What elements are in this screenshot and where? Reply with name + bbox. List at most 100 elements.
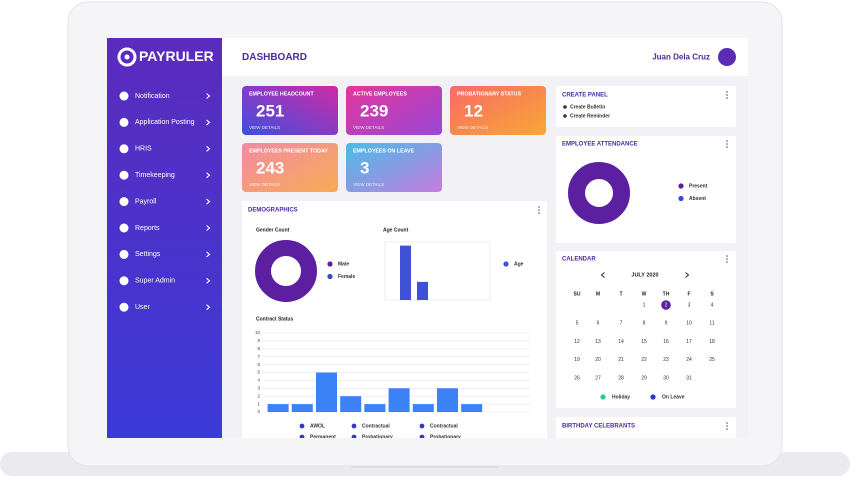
- card-link[interactable]: VIEW DETAILS: [353, 125, 384, 130]
- calendar-day[interactable]: 10: [686, 321, 692, 327]
- calendar-day[interactable]: 30: [663, 376, 669, 382]
- bar: [364, 404, 386, 412]
- chevron[interactable]: [206, 119, 211, 126]
- chevron[interactable]: [206, 145, 211, 152]
- more-icon[interactable]: [726, 425, 728, 427]
- menu-icon[interactable]: [119, 276, 129, 286]
- calendar-day[interactable]: 17: [686, 339, 692, 345]
- card-link[interactable]: VIEW DETAILS: [249, 182, 280, 187]
- more-icon[interactable]: [726, 146, 728, 148]
- more-icon[interactable]: [726, 140, 728, 142]
- calendar-day[interactable]: 25: [709, 357, 715, 363]
- y-tick-label: 0: [257, 409, 260, 414]
- legend-swatch: [600, 394, 606, 400]
- chevron[interactable]: [206, 225, 211, 231]
- menu-icon[interactable]: [119, 144, 129, 154]
- more-icon[interactable]: [538, 206, 540, 208]
- calendar-day[interactable]: 15: [641, 339, 647, 345]
- card-link[interactable]: VIEW DETAILS: [353, 182, 384, 187]
- card-link[interactable]: VIEW DETAILS: [457, 125, 488, 130]
- calendar-day[interactable]: 2: [665, 302, 668, 308]
- menu-icon[interactable]: [119, 117, 129, 127]
- more-icon[interactable]: [726, 422, 728, 424]
- card-label: EMPLOYEE HEADCOUNT: [249, 91, 315, 97]
- calendar-day[interactable]: 18: [709, 339, 715, 345]
- more-icon[interactable]: [726, 143, 728, 145]
- menu-icon[interactable]: [119, 91, 129, 101]
- chevron[interactable]: [685, 272, 690, 278]
- calendar-day[interactable]: 4: [711, 302, 714, 308]
- y-tick-label: 6: [257, 362, 260, 367]
- card-link[interactable]: VIEW DETAILS: [249, 125, 280, 130]
- calendar-day[interactable]: 22: [641, 357, 647, 363]
- menu-item[interactable]: Timekeeping: [135, 172, 175, 179]
- menu-icon[interactable]: [119, 302, 129, 312]
- y-tick-label: 5: [257, 370, 260, 375]
- create-item[interactable]: Create Reminder: [570, 113, 610, 119]
- calendar-day[interactable]: 14: [618, 339, 624, 345]
- calendar-day[interactable]: 20: [595, 357, 601, 363]
- menu-item[interactable]: Payroll: [135, 198, 157, 205]
- menu-item[interactable]: User: [135, 304, 150, 311]
- calendar-day[interactable]: 21: [618, 357, 624, 363]
- calendar-day[interactable]: 19: [574, 357, 580, 363]
- calendar-day[interactable]: 5: [576, 321, 579, 327]
- calendar-day[interactable]: 28: [618, 376, 624, 382]
- chart-title: Contract Status: [256, 316, 293, 322]
- item-icon[interactable]: [563, 105, 567, 109]
- menu-item[interactable]: Settings: [135, 251, 161, 258]
- chevron[interactable]: [600, 272, 605, 278]
- legend-label: Female: [338, 274, 355, 280]
- more-icon[interactable]: [726, 97, 728, 99]
- chevron[interactable]: [206, 304, 211, 311]
- y-tick-label: 7: [257, 354, 260, 359]
- item-icon[interactable]: [563, 114, 567, 118]
- calendar-day[interactable]: 23: [663, 357, 669, 363]
- menu-icon[interactable]: [119, 249, 129, 259]
- calendar-day[interactable]: 29: [641, 376, 647, 382]
- more-icon[interactable]: [726, 261, 728, 263]
- more-icon[interactable]: [726, 258, 728, 260]
- chevron[interactable]: [206, 251, 211, 258]
- bar: [437, 388, 458, 412]
- menu-icon[interactable]: [119, 223, 129, 233]
- more-icon[interactable]: [726, 255, 728, 257]
- calendar-day[interactable]: 16: [663, 339, 669, 345]
- more-icon[interactable]: [726, 94, 728, 96]
- more-icon[interactable]: [726, 428, 728, 430]
- calendar-day[interactable]: 12: [574, 339, 580, 345]
- calendar-day[interactable]: 8: [643, 321, 646, 327]
- chevron[interactable]: [206, 172, 211, 179]
- calendar-day[interactable]: 6: [597, 321, 600, 327]
- avatar[interactable]: [718, 48, 736, 66]
- more-icon[interactable]: [538, 212, 540, 214]
- calendar-day[interactable]: 31: [686, 376, 692, 382]
- create-item[interactable]: Create Bulletin: [570, 104, 605, 110]
- more-icon[interactable]: [538, 209, 540, 211]
- menu-item[interactable]: Super Admin: [135, 278, 175, 285]
- chevron[interactable]: [206, 198, 211, 205]
- menu-icon[interactable]: [119, 170, 129, 180]
- panel-title: EMPLOYEE ATTENDANCE: [562, 142, 638, 148]
- calendar-day[interactable]: 1: [643, 302, 646, 308]
- panel: [556, 86, 736, 127]
- calendar-day[interactable]: 24: [686, 357, 692, 363]
- chevron[interactable]: [206, 93, 211, 99]
- menu-icon[interactable]: [119, 197, 129, 207]
- user-name[interactable]: Juan Dela Cruz: [652, 53, 710, 62]
- calendar-day[interactable]: 9: [665, 321, 668, 327]
- calendar-day[interactable]: 26: [574, 376, 580, 382]
- more-icon[interactable]: [726, 91, 728, 93]
- menu-item[interactable]: Notification: [135, 93, 170, 100]
- calendar-day[interactable]: 3: [688, 302, 691, 308]
- chevron[interactable]: [206, 277, 211, 284]
- legend-label: Contractual: [362, 423, 390, 429]
- calendar-day[interactable]: 11: [709, 321, 714, 327]
- calendar-day[interactable]: 7: [620, 321, 623, 327]
- menu-item[interactable]: Application Posting: [135, 119, 195, 126]
- menu-item[interactable]: HRIS: [135, 146, 152, 153]
- legend-swatch: [419, 434, 425, 438]
- calendar-day[interactable]: 13: [595, 339, 601, 345]
- calendar-day[interactable]: 27: [595, 376, 601, 382]
- menu-item[interactable]: Reports: [135, 225, 160, 232]
